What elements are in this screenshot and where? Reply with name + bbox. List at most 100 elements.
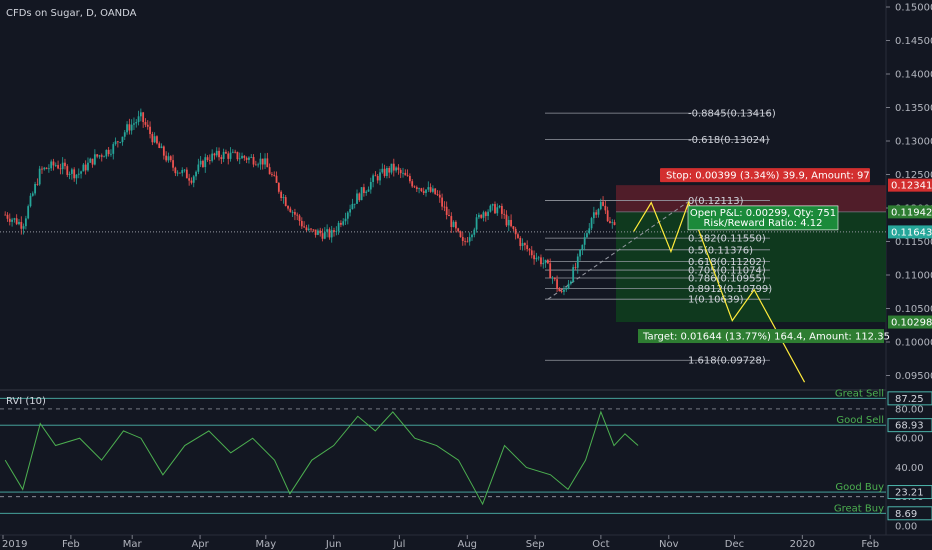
target-zone[interactable]	[616, 211, 886, 323]
candle-body	[220, 157, 223, 159]
candle-body	[422, 191, 425, 194]
candle-body	[13, 218, 16, 220]
candle-body	[300, 220, 303, 227]
candle-body	[100, 155, 103, 157]
candle-body	[305, 227, 308, 231]
time-axis[interactable]: 2019 Feb Mar Apr May Jun Jul Aug Sep Oct Nov Dec 202…	[2, 535, 879, 550]
candle-body	[496, 207, 499, 214]
candle-body	[64, 162, 66, 167]
candle-body	[597, 209, 600, 215]
candle-body	[47, 168, 50, 170]
candle-body	[392, 163, 395, 171]
candle-body	[84, 164, 87, 171]
target-badge-bg	[638, 329, 884, 344]
candle-body	[204, 157, 207, 168]
candle-body	[259, 158, 262, 165]
candle-body	[105, 149, 108, 157]
rvi-tick: 80.00	[895, 404, 924, 415]
candle-body	[381, 168, 384, 173]
candle-body	[533, 255, 535, 260]
stop-badge-bg	[660, 168, 870, 183]
candle-body	[344, 218, 347, 222]
candle-body	[8, 218, 11, 222]
time-label: Mar	[123, 539, 143, 550]
time-label: 2019	[2, 539, 27, 550]
candle-body	[261, 158, 264, 165]
candle-body	[523, 243, 526, 246]
candle-body	[202, 160, 204, 168]
rvi-badge-bg	[887, 418, 932, 433]
candle-body	[238, 158, 241, 160]
candlestick-series	[4, 108, 616, 296]
candle-body	[425, 189, 427, 194]
candle-body	[358, 193, 361, 201]
candle-body	[517, 234, 519, 238]
rvi-title: RVI (10)	[6, 396, 46, 407]
candle-body	[461, 237, 464, 241]
candle-body	[36, 183, 39, 185]
candle-body	[560, 291, 563, 292]
candle-body	[222, 151, 225, 159]
candle-body	[70, 169, 73, 174]
candle-body	[335, 230, 338, 232]
pnl-badge-bg[interactable]	[687, 205, 839, 231]
candle-body	[374, 175, 377, 177]
candle-body	[386, 168, 388, 176]
candle-body	[569, 281, 572, 284]
candle-body	[353, 203, 356, 205]
candle-body	[314, 229, 317, 235]
candle-body	[264, 158, 266, 165]
candle-body	[586, 233, 588, 238]
candle-body	[41, 168, 43, 170]
candle-body	[379, 172, 381, 181]
candle-body	[383, 168, 386, 176]
candle-body	[402, 172, 404, 174]
candle-body	[80, 171, 82, 174]
candle-body	[409, 176, 411, 182]
candle-body	[241, 155, 243, 159]
candle-body	[236, 151, 239, 160]
candle-body	[340, 222, 342, 225]
candle-body	[436, 194, 439, 195]
candle-body	[54, 165, 57, 166]
candle-body	[52, 161, 55, 166]
candle-body	[438, 194, 441, 198]
candle-body	[457, 228, 460, 232]
candle-body	[162, 146, 165, 156]
candle-body	[530, 250, 533, 256]
candle-body	[609, 221, 611, 223]
candle-body	[427, 187, 430, 190]
projection-line	[633, 200, 806, 383]
candle-body	[252, 157, 255, 165]
candle-body	[349, 209, 352, 213]
candle-body	[477, 214, 480, 218]
candle-body	[406, 175, 409, 177]
candle-body	[337, 222, 340, 231]
candle-body	[434, 188, 437, 195]
candle-body	[277, 182, 280, 192]
candle-body	[459, 231, 462, 238]
projection-path[interactable]	[633, 200, 806, 383]
candle-body	[294, 212, 296, 215]
candle-body	[512, 226, 515, 229]
candle-body	[165, 155, 168, 161]
rvi-zone-label: Great Buy	[834, 503, 884, 514]
candle-body	[93, 154, 96, 165]
candle-body	[248, 157, 250, 160]
candle-body	[505, 214, 508, 226]
candle-body	[413, 186, 416, 188]
candle-body	[510, 219, 512, 227]
candle-body	[507, 219, 510, 226]
fibonacci-retracement[interactable]: -0.8845(0.13416) -0.618(0.13024) 0(0.12113…	[545, 109, 776, 367]
candle-body	[146, 124, 149, 127]
price-badge-bg	[888, 315, 932, 329]
candle-body	[34, 183, 36, 194]
candle-body	[11, 219, 13, 222]
candle-body	[395, 167, 398, 171]
candle-body	[27, 206, 30, 219]
candle-body	[431, 188, 434, 192]
candle-body	[544, 259, 547, 263]
